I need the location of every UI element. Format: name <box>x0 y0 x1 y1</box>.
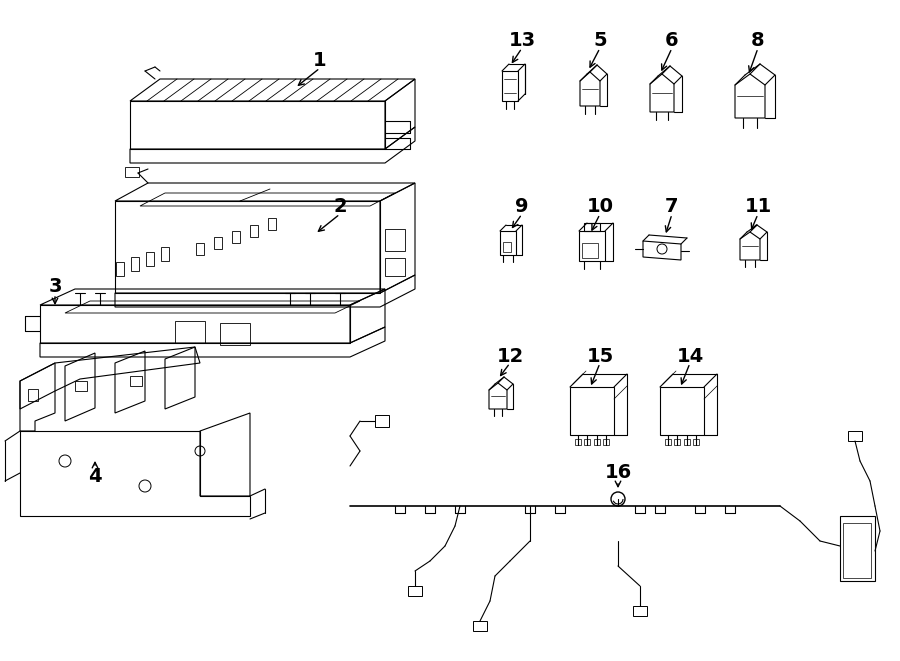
Bar <box>594 439 600 445</box>
Text: 12: 12 <box>497 346 524 366</box>
Bar <box>75 381 87 391</box>
Text: 4: 4 <box>88 467 102 485</box>
Bar <box>232 231 240 243</box>
Bar <box>408 586 422 596</box>
Text: 13: 13 <box>508 32 536 50</box>
Bar <box>385 229 405 251</box>
Text: 9: 9 <box>515 196 529 215</box>
Text: 6: 6 <box>665 32 679 50</box>
Bar <box>116 262 124 276</box>
Bar <box>570 387 614 435</box>
Bar <box>500 231 516 255</box>
Bar <box>502 71 518 101</box>
Bar <box>660 387 704 435</box>
Bar <box>473 621 487 631</box>
Text: 2: 2 <box>333 196 346 215</box>
Text: 5: 5 <box>593 32 607 50</box>
Bar <box>175 321 205 343</box>
Bar <box>503 243 511 252</box>
Bar <box>582 243 598 258</box>
Bar <box>125 167 139 177</box>
Text: 16: 16 <box>605 463 632 483</box>
Bar <box>584 439 590 445</box>
Bar <box>684 439 690 445</box>
Bar <box>693 439 699 445</box>
Text: 8: 8 <box>752 32 765 50</box>
Bar <box>375 415 389 427</box>
Bar <box>633 606 647 616</box>
Bar <box>848 431 862 441</box>
Text: 14: 14 <box>677 346 704 366</box>
Bar <box>843 523 871 578</box>
Text: 7: 7 <box>665 196 679 215</box>
Bar <box>131 257 139 271</box>
Bar <box>584 223 600 231</box>
Bar <box>603 439 609 445</box>
Bar <box>161 247 169 260</box>
Bar <box>674 439 680 445</box>
Bar <box>385 258 405 276</box>
Bar <box>579 231 605 261</box>
Bar <box>130 376 142 386</box>
Text: 15: 15 <box>587 346 614 366</box>
Bar <box>575 439 581 445</box>
Text: 1: 1 <box>313 52 327 71</box>
Text: 10: 10 <box>587 196 614 215</box>
Text: 3: 3 <box>49 276 62 295</box>
Bar <box>196 243 204 256</box>
Bar <box>214 237 222 249</box>
Text: 11: 11 <box>744 196 771 215</box>
Bar <box>28 389 38 401</box>
Bar <box>146 252 154 266</box>
Bar <box>840 516 875 581</box>
Bar <box>220 323 250 345</box>
Bar <box>665 439 671 445</box>
Bar <box>250 225 258 237</box>
Bar <box>268 219 276 231</box>
